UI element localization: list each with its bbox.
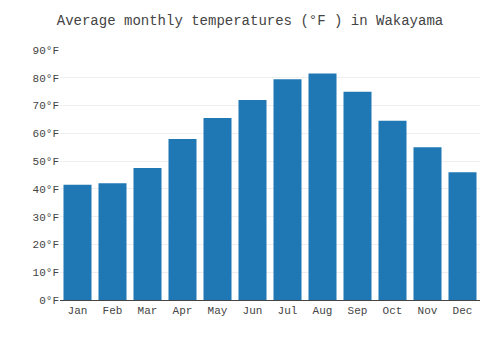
svg-text:Mar: Mar [138, 305, 158, 317]
svg-text:Sep: Sep [348, 305, 368, 317]
svg-text:40°F: 40°F [33, 184, 59, 196]
svg-text:Dec: Dec [453, 305, 473, 317]
svg-text:Apr: Apr [173, 305, 193, 317]
svg-text:May: May [208, 305, 228, 317]
svg-text:Jun: Jun [243, 305, 263, 317]
svg-text:Nov: Nov [418, 305, 438, 317]
svg-text:60°F: 60°F [33, 128, 59, 140]
svg-text:50°F: 50°F [33, 156, 59, 168]
svg-text:90°F: 90°F [33, 45, 59, 57]
svg-text:Average monthly temperatures (: Average monthly temperatures (°F ) in Wa… [57, 13, 443, 29]
svg-text:Jan: Jan [68, 305, 88, 317]
svg-text:0°F: 0°F [39, 295, 59, 307]
svg-text:Oct: Oct [383, 305, 403, 317]
svg-text:10°F: 10°F [33, 267, 59, 279]
svg-text:80°F: 80°F [33, 73, 59, 85]
svg-text:30°F: 30°F [33, 212, 59, 224]
svg-text:Aug: Aug [313, 305, 333, 317]
svg-text:Jul: Jul [278, 305, 298, 317]
svg-text:20°F: 20°F [33, 239, 59, 251]
svg-text:Feb: Feb [103, 305, 123, 317]
svg-text:70°F: 70°F [33, 100, 59, 112]
